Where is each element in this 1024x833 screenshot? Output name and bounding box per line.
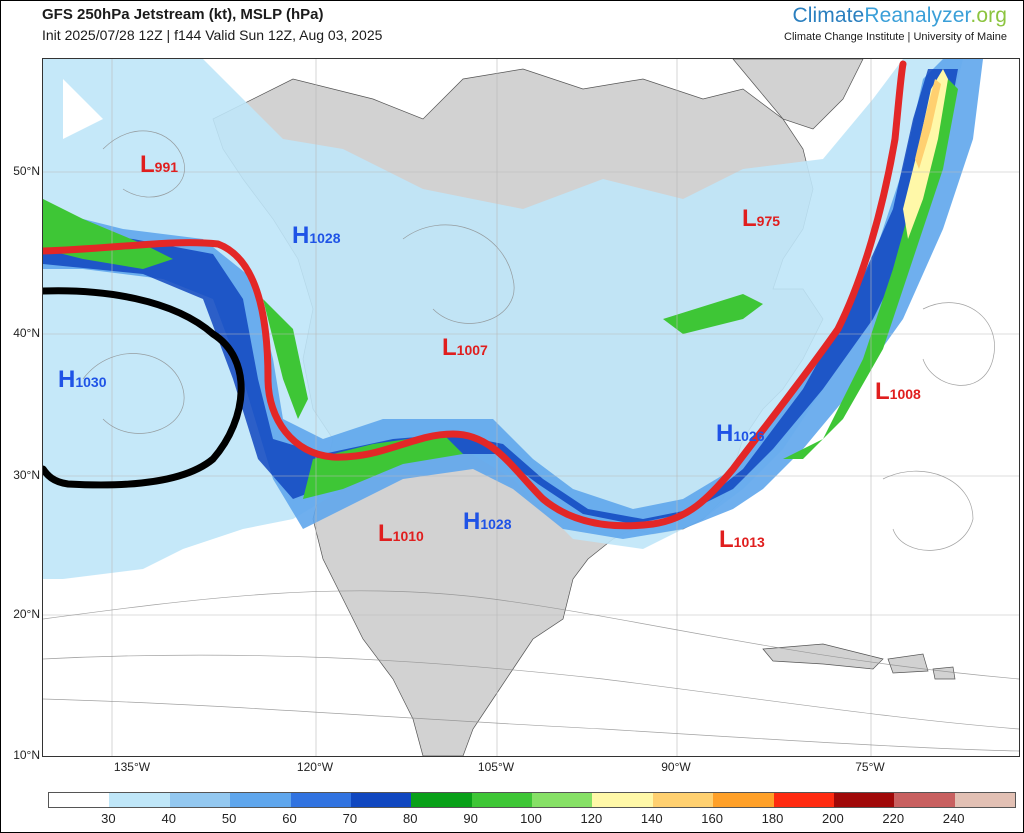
pressure-center-high: H1028 — [292, 222, 341, 249]
jet-axis-line — [43, 60, 907, 530]
pressure-center-low: L1010 — [378, 520, 424, 547]
colorbar-segment — [109, 793, 170, 807]
colorbar-segment — [773, 793, 834, 807]
colorbar-segment — [49, 793, 110, 807]
colorbar-tick-label: 160 — [701, 811, 723, 826]
pressure-center-low: L991 — [140, 151, 179, 178]
colorbar-labels: 30 40 50 60 70 80 90 100 120 140 160 180 200 220 240 — [48, 811, 1014, 827]
jet-band-dark — [43, 69, 958, 524]
pressure-center-high: H1030 — [58, 366, 107, 393]
lon-label-105w: 105°W — [477, 760, 515, 774]
brand-name-part1: Climate — [792, 4, 865, 27]
pressure-center-low: L1013 — [719, 526, 765, 553]
colorbar-tick-label: 60 — [282, 811, 297, 826]
colorbar-segment — [592, 793, 653, 807]
jet-band-yellow — [903, 69, 948, 239]
wind-speed-colorbar — [48, 792, 1016, 808]
lat-label-50n: 50°N — [13, 164, 40, 178]
colorbar-segment — [411, 793, 472, 807]
colorbar-segment — [471, 793, 532, 807]
colorbar-tick-label: 140 — [640, 811, 663, 826]
colorbar-segment — [532, 793, 593, 807]
lon-label-90w: 90°W — [661, 760, 691, 774]
jet-band-orange — [915, 79, 941, 169]
colorbar-tick-label: 90 — [463, 811, 478, 826]
colorbar-segment — [894, 793, 955, 807]
greenland-land — [732, 59, 864, 130]
map-canvas — [43, 59, 1019, 756]
colorbar-tick-label: 40 — [161, 811, 176, 826]
colorbar-segment — [954, 793, 1015, 807]
map-subtitle: Init 2025/07/28 12Z | f144 Valid Sun 12Z… — [42, 27, 383, 43]
map-title: GFS 250hPa Jetstream (kt), MSLP (hPa) — [42, 6, 324, 23]
brand-name-part3: .org — [970, 4, 1007, 27]
colorbar-tick-label: 220 — [882, 811, 905, 826]
colorbar-segment — [169, 793, 231, 807]
colorbar-tick-label: 30 — [101, 811, 116, 826]
lat-label-30n: 30°N — [13, 468, 40, 482]
lat-label-10n: 10°N — [13, 748, 40, 762]
caribbean-island-land — [932, 666, 956, 680]
brand-subtitle: Climate Change Institute | University of… — [784, 31, 1007, 43]
colorbar-tick-label: 120 — [580, 811, 603, 826]
brand-name-part2: Reanalyzer — [864, 4, 971, 27]
streamlines — [43, 130, 1019, 752]
colorbar-segment — [350, 793, 412, 807]
lat-label-20n: 20°N — [13, 607, 40, 621]
colorbar-tick-label: 100 — [520, 811, 542, 826]
jetstream-map — [42, 58, 1020, 757]
colorbar-tick-label: 180 — [761, 811, 784, 826]
pressure-center-low: L975 — [742, 205, 781, 232]
colorbar-tick-label: 200 — [822, 811, 844, 826]
colorbar-segment — [290, 793, 351, 807]
pressure-center-low: L1008 — [875, 378, 921, 405]
colorbar-segment — [230, 793, 291, 807]
colorbar-tick-label: 50 — [221, 811, 237, 826]
lon-label-120w: 120°W — [296, 760, 334, 774]
lon-label-135w: 135°W — [113, 760, 151, 774]
pressure-center-low: L1007 — [442, 334, 488, 361]
ridge-line — [43, 287, 245, 489]
lat-label-40n: 40°N — [13, 326, 40, 340]
brand-logo[interactable]: ClimateReanalyzer.org — [792, 4, 1007, 28]
lon-label-75w: 75°W — [855, 760, 885, 774]
colorbar-segment — [833, 793, 895, 807]
colorbar-segment — [652, 793, 714, 807]
colorbar-tick-label: 70 — [342, 811, 358, 826]
colorbar-segment — [713, 793, 774, 807]
pressure-center-high: H1026 — [716, 420, 765, 447]
colorbar-tick-label: 80 — [403, 811, 418, 826]
pressure-center-high: H1028 — [463, 508, 512, 535]
colorbar-tick-label: 240 — [942, 811, 965, 826]
graticule — [43, 59, 1019, 756]
